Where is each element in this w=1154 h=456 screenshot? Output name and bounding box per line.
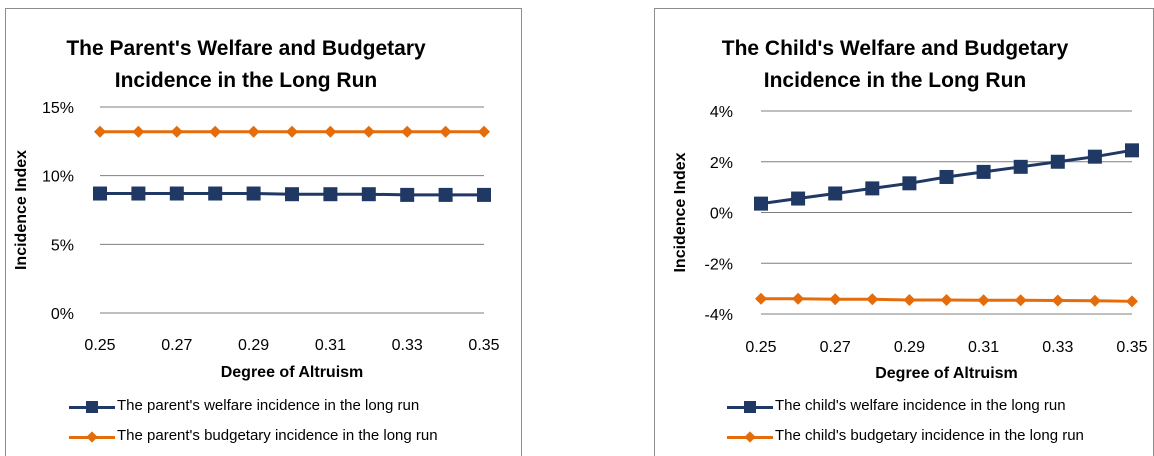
- diamond-marker-icon: [744, 431, 756, 443]
- data-point: [866, 293, 879, 306]
- y-axis-label: Incidence Index: [672, 152, 689, 272]
- legend-label: The child's welfare incidence in the lon…: [775, 397, 1066, 414]
- diamond-marker-icon: [86, 431, 98, 443]
- data-point: [792, 292, 805, 305]
- square-marker-icon: [744, 401, 756, 413]
- data-point: [829, 293, 842, 306]
- data-point: [865, 181, 880, 196]
- data-point: [285, 187, 299, 202]
- chart-title-line2: Incidence in the Long Run: [763, 69, 1027, 92]
- chart-title: The Child's Welfare and Budgetary Incide…: [685, 33, 1105, 97]
- y-tick-label: 0%: [710, 206, 733, 223]
- child-chart-panel: The Child's Welfare and Budgetary Incide…: [654, 8, 1154, 456]
- data-point: [478, 125, 490, 138]
- chart-title-line1: The Parent's Welfare and Budgetary: [66, 37, 426, 60]
- y-tick-label: 4%: [710, 104, 733, 121]
- data-point: [132, 125, 145, 138]
- data-point: [400, 187, 415, 202]
- y-tick-label: 10%: [42, 169, 74, 186]
- y-tick-label: -2%: [705, 256, 733, 273]
- data-point: [401, 125, 414, 138]
- parent-chart-panel: The Parent's Welfare and Budgetary Incid…: [5, 8, 522, 456]
- x-tick-label: 0.25: [745, 339, 776, 356]
- legend-label: The parent's budgetary incidence in the …: [117, 427, 438, 444]
- data-point: [362, 125, 375, 138]
- data-point: [903, 294, 916, 307]
- data-point: [976, 164, 991, 179]
- legend-label: The parent's welfare incidence in the lo…: [117, 397, 420, 414]
- data-point: [754, 196, 768, 211]
- y-tick-label: 15%: [42, 100, 74, 117]
- x-tick-label: 0.29: [238, 337, 269, 354]
- data-point: [1125, 143, 1139, 158]
- data-point: [1051, 294, 1064, 307]
- x-tick-label: 0.33: [1042, 339, 1073, 356]
- x-axis-label: Degree of Altruism: [221, 364, 364, 381]
- data-point: [323, 187, 338, 202]
- y-axis-label: Incidence Index: [13, 150, 30, 270]
- x-tick-label: 0.27: [820, 339, 851, 356]
- data-point: [1014, 294, 1027, 307]
- x-tick-label: 0.35: [468, 337, 499, 354]
- x-tick-label: 0.33: [392, 337, 423, 354]
- data-point: [791, 191, 806, 206]
- data-point: [439, 125, 452, 138]
- data-point: [1126, 295, 1138, 308]
- chart-title-line1: The Child's Welfare and Budgetary: [721, 37, 1069, 60]
- y-tick-label: 0%: [51, 306, 74, 323]
- chart-title: The Parent's Welfare and Budgetary Incid…: [36, 33, 456, 97]
- x-tick-label: 0.35: [1116, 339, 1147, 356]
- data-point: [902, 176, 917, 191]
- data-point: [131, 186, 146, 201]
- data-point: [246, 186, 261, 201]
- y-tick-label: 2%: [710, 155, 733, 172]
- data-point: [477, 187, 491, 202]
- data-point: [828, 186, 843, 201]
- data-point: [438, 187, 453, 202]
- data-point: [247, 125, 260, 138]
- parent-chart-plot: 0% 5% 10% 15% 0.25 0.27 0.29 0.31 0.33 0.35 Degree…: [13, 100, 500, 381]
- x-tick-label: 0.25: [84, 337, 115, 354]
- x-tick-label: 0.27: [161, 337, 192, 354]
- y-tick-label: 5%: [51, 237, 74, 254]
- data-point: [93, 186, 107, 201]
- data-point: [324, 125, 337, 138]
- data-point: [1087, 149, 1102, 164]
- data-point: [755, 292, 767, 305]
- data-point: [1088, 294, 1101, 307]
- data-point: [94, 125, 106, 138]
- x-tick-label: 0.31: [968, 339, 999, 356]
- data-point: [361, 187, 376, 202]
- x-tick-label: 0.29: [894, 339, 925, 356]
- x-axis-label: Degree of Altruism: [875, 365, 1018, 382]
- data-point: [977, 294, 990, 307]
- square-marker-icon: [86, 401, 98, 413]
- data-point: [209, 125, 222, 138]
- data-point: [208, 186, 223, 201]
- data-point: [1050, 154, 1065, 169]
- data-point: [286, 125, 298, 138]
- x-tick-label: 0.31: [315, 337, 346, 354]
- y-tick-label: -4%: [705, 307, 733, 324]
- child-chart-plot: -4% -2% 0% 2% 4% 0.25 0.27 0.29 0.31 0.33 0.35 Degr…: [672, 104, 1148, 382]
- data-point: [170, 125, 183, 138]
- data-point: [940, 294, 953, 307]
- data-point: [1013, 159, 1028, 174]
- data-point: [169, 186, 184, 201]
- data-point: [939, 169, 954, 184]
- chart-title-line2: Incidence in the Long Run: [114, 69, 378, 92]
- legend-label: The child's budgetary incidence in the l…: [775, 427, 1084, 444]
